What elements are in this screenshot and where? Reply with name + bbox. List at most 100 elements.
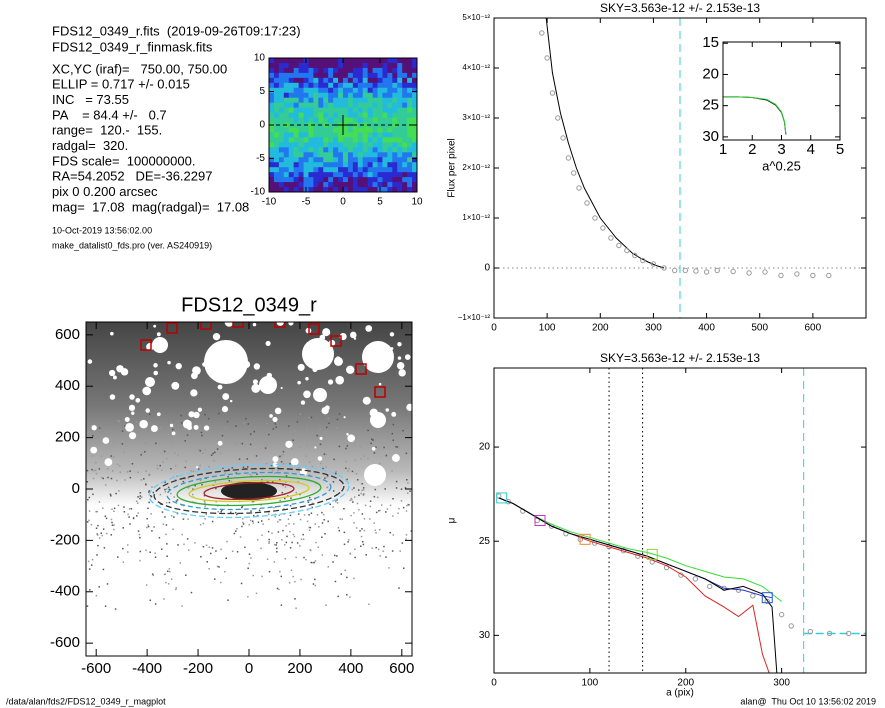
mask <box>153 370 159 376</box>
map-pixel <box>357 132 364 138</box>
map-pixel <box>333 72 339 79</box>
mask <box>197 407 203 412</box>
speckle <box>165 501 168 504</box>
map-pixel <box>278 72 285 79</box>
speckle <box>276 587 279 590</box>
map-pixel <box>338 157 344 163</box>
speckle <box>220 581 222 584</box>
speckle <box>343 531 346 534</box>
footer-left: /data/alan/fds2/FDS12_0349_r_magplot <box>6 696 166 706</box>
map-pixel <box>283 82 290 89</box>
map-pixel <box>362 102 369 109</box>
speckle <box>202 522 205 525</box>
map-pixel <box>357 58 364 64</box>
map-pixel <box>402 157 408 163</box>
speckle <box>147 507 149 510</box>
point <box>576 185 582 191</box>
speckle <box>184 574 187 576</box>
map-pixel <box>343 97 349 104</box>
speckle <box>112 442 114 444</box>
point <box>764 598 770 605</box>
speckle <box>332 481 335 483</box>
map-pixel <box>372 147 379 153</box>
speckle <box>220 452 222 455</box>
speckle <box>372 439 374 441</box>
x-tick-label: -600 <box>81 660 111 677</box>
speckle <box>96 534 99 536</box>
map-pixel <box>392 182 398 188</box>
map-pixel <box>298 87 305 94</box>
speckle <box>369 518 371 520</box>
speckle <box>346 576 348 579</box>
speckle <box>218 566 220 568</box>
map-pixel <box>392 157 398 163</box>
map-pixel <box>269 132 275 138</box>
map-pixel <box>328 122 334 128</box>
speckle <box>401 542 404 544</box>
map-pixel <box>387 92 393 99</box>
speckle <box>177 544 179 546</box>
map-pixel <box>352 142 359 148</box>
map-pixel <box>377 147 383 153</box>
speckle <box>124 479 126 481</box>
map-pixel <box>357 97 364 104</box>
point <box>671 267 678 274</box>
speckle <box>161 511 164 513</box>
mask <box>139 419 148 429</box>
speckle <box>201 483 203 486</box>
map-pixel <box>377 137 383 143</box>
region <box>308 323 320 335</box>
speckle <box>389 504 392 507</box>
speckle <box>248 553 251 556</box>
map-pixel <box>323 117 329 124</box>
speckle <box>98 586 100 588</box>
speckle <box>360 535 363 538</box>
speckle <box>269 438 271 440</box>
speckle <box>221 509 223 511</box>
speckle <box>218 412 220 415</box>
map-pixel <box>328 62 334 69</box>
speckle <box>385 511 387 513</box>
map-pixel <box>343 147 349 153</box>
map-pixel <box>318 72 324 79</box>
map-pixel <box>392 172 398 178</box>
map-pixel <box>293 127 300 133</box>
map-pixel <box>357 152 364 158</box>
map-pixel <box>269 107 275 114</box>
speckle <box>256 539 259 541</box>
map-pixel <box>298 127 305 133</box>
speckle <box>180 414 182 417</box>
map-pixel <box>367 77 374 84</box>
speckle <box>406 504 408 507</box>
speckle <box>289 547 292 549</box>
speckle <box>205 513 208 516</box>
point <box>632 252 638 259</box>
map-pixel <box>343 72 349 79</box>
map-pixel <box>328 147 334 153</box>
map-pixel <box>377 132 383 138</box>
map-pixel <box>303 77 309 84</box>
speckle <box>97 544 99 547</box>
speckle <box>279 499 281 502</box>
map-pixel <box>283 127 290 133</box>
map-pixel <box>338 182 344 188</box>
map-pixel <box>293 187 300 192</box>
mask <box>217 384 223 390</box>
speckle <box>282 529 284 532</box>
map-pixel <box>352 87 359 94</box>
mask <box>212 333 221 341</box>
map-pixel <box>377 112 383 119</box>
map-pixel <box>328 92 334 99</box>
speckle <box>345 460 347 463</box>
speckle <box>241 505 244 508</box>
speckle <box>110 495 112 497</box>
speckle <box>127 513 129 516</box>
speckle <box>337 526 340 529</box>
map-pixel <box>333 152 339 158</box>
speckle <box>386 508 389 510</box>
speckle <box>315 541 317 544</box>
map-pixel <box>372 152 379 158</box>
speckle <box>253 430 256 433</box>
map-pixel <box>392 142 398 148</box>
map-pixel <box>303 87 309 94</box>
